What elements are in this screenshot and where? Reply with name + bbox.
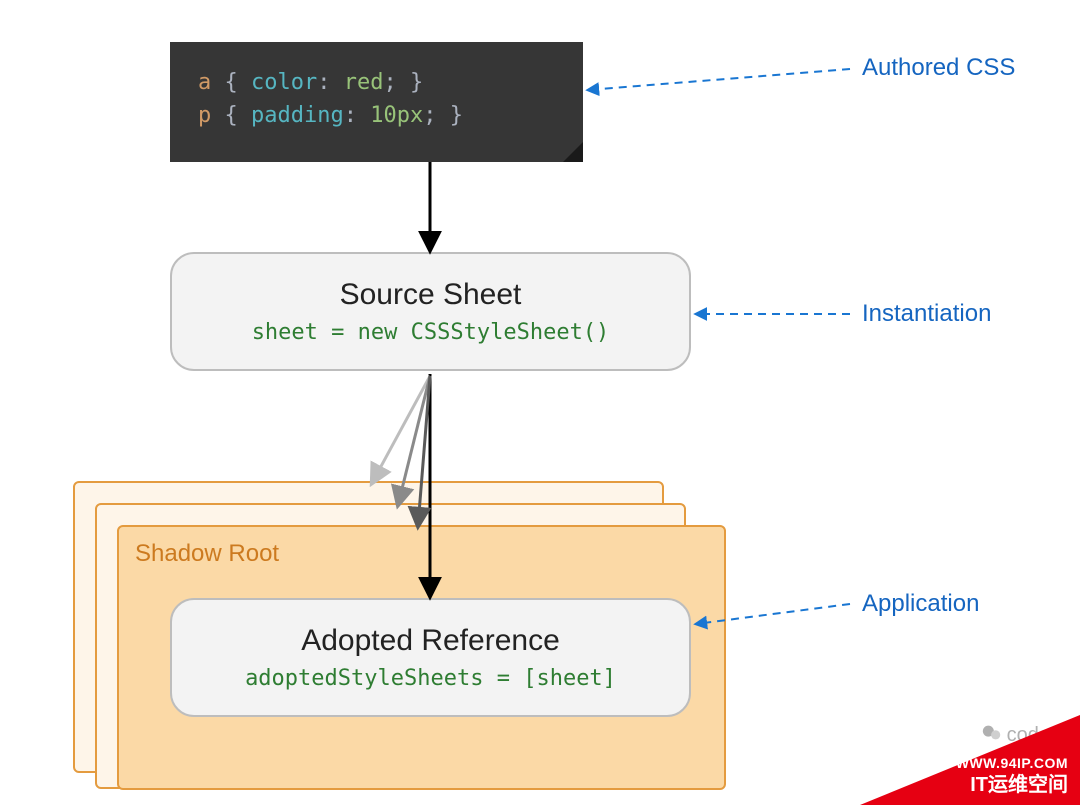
annotation-application: Application	[862, 590, 979, 618]
adopted-reference-code: adoptedStyleSheets = [sheet]	[202, 666, 659, 691]
watermark-cn: IT运维空间	[970, 768, 1068, 797]
dash-authored	[588, 69, 850, 90]
annotation-authored-css: Authored CSS	[862, 54, 1015, 82]
arrow-fan-1	[372, 376, 430, 483]
shadow-root-label: Shadow Root	[135, 540, 279, 568]
adopted-reference-title: Adopted Reference	[202, 624, 659, 658]
annotation-instantiation: Instantiation	[862, 300, 991, 328]
source-sheet-code: sheet = new CSSStyleSheet()	[202, 320, 659, 345]
source-sheet-box: Source Sheet sheet = new CSSStyleSheet()	[170, 252, 691, 371]
authored-css-code-block: a { color: red; } p { padding: 10px; }	[170, 42, 583, 162]
source-sheet-title: Source Sheet	[202, 278, 659, 312]
code-line-2: p { padding: 10px; }	[198, 99, 555, 132]
code-line-1: a { color: red; }	[198, 66, 555, 99]
adopted-reference-box: Adopted Reference adoptedStyleSheets = […	[170, 598, 691, 717]
